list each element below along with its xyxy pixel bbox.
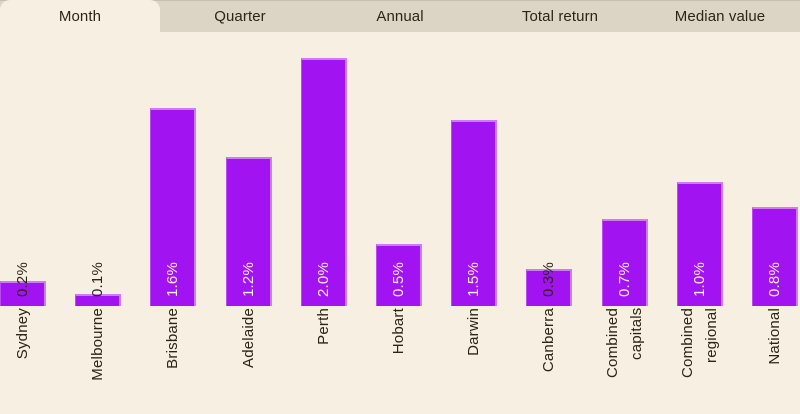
tab-bar: Month Quarter Annual Total return Median val… — [0, 0, 800, 32]
bar-perth — [300, 58, 347, 306]
tab-annual[interactable]: Annual — [376, 7, 424, 25]
category-label-hobart: Hobart — [390, 308, 407, 355]
value-label-adelaide: 1.2% — [239, 262, 257, 297]
value-label-melbourne: 0.1% — [89, 262, 107, 297]
category-label-brisbane: Brisbane — [164, 308, 182, 369]
category-label-adelaide: Adelaide — [239, 308, 257, 368]
value-label-hobart: 0.5% — [390, 262, 407, 297]
bar-hobart — [376, 244, 422, 306]
bar-combined-regional — [676, 182, 723, 306]
category-label-combined-regional: Combined regional — [678, 308, 720, 378]
bar-chart: 0.2% Sydney 0.1% Melbourne 1.6% Brisbane 1.2% A… — [0, 32, 800, 414]
category-label-sydney: Sydney — [14, 308, 31, 360]
category-label-national: National — [766, 308, 783, 365]
value-label-national: 0.8% — [766, 262, 783, 297]
value-label-perth: 2.0% — [314, 262, 332, 297]
category-label-darwin: Darwin — [465, 308, 483, 356]
bar-national — [752, 207, 798, 306]
bar-darwin — [451, 120, 498, 306]
value-label-sydney: 0.2% — [14, 262, 31, 297]
value-label-brisbane: 1.6% — [164, 262, 182, 297]
bar-combined-capitals — [601, 219, 648, 306]
value-label-darwin: 1.5% — [465, 262, 483, 297]
bar-brisbane — [150, 108, 197, 306]
category-label-combined-capitals: Combined capitals — [603, 308, 645, 378]
tab-total-return[interactable]: Total return — [521, 7, 599, 25]
tab-quarter[interactable]: Quarter — [214, 7, 266, 25]
category-label-melbourne: Melbourne — [89, 308, 107, 381]
bar-canberra — [526, 269, 573, 306]
tab-median-value[interactable]: Median value — [674, 7, 766, 25]
bar-adelaide — [225, 157, 272, 306]
bar-sydney — [0, 281, 46, 306]
tab-month[interactable]: Month — [0, 0, 160, 32]
bar-melbourne — [75, 294, 122, 306]
value-label-combined-capitals: 0.7% — [615, 262, 633, 297]
value-label-combined-regional: 1.0% — [690, 262, 708, 297]
category-label-perth: Perth — [314, 308, 332, 345]
category-label-canberra: Canberra — [540, 308, 558, 373]
value-label-canberra: 0.3% — [540, 262, 558, 297]
